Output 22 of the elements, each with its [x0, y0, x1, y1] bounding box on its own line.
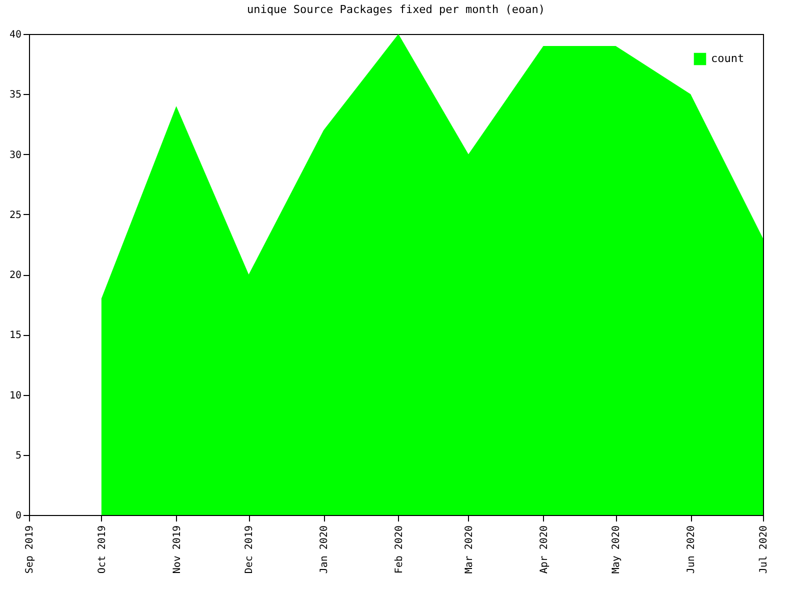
x-tick-label: Feb 2020	[394, 526, 405, 574]
x-tick-label: Nov 2019	[172, 526, 183, 574]
chart-title: unique Source Packages fixed per month (eoan)	[246, 3, 546, 16]
y-tick-label: 25	[9, 210, 22, 221]
x-tick-label: May 2020	[611, 526, 622, 574]
x-tick-label: Mar 2020	[464, 526, 475, 574]
y-tick-label: 5	[15, 450, 22, 462]
x-tick-label: Jun 2020	[686, 526, 698, 574]
x-tick-label: Jul 2020	[758, 526, 770, 574]
x-tick-label: Dec 2019	[244, 526, 256, 574]
y-tick-label: 0	[15, 510, 22, 522]
legend-label: count	[711, 52, 744, 65]
y-tick-label: 30	[9, 150, 22, 161]
y-tick-label: 20	[9, 270, 22, 281]
x-tick-label: Jan 2020	[319, 526, 330, 574]
y-tick-label: 15	[9, 330, 22, 342]
x-tick-label: Apr 2020	[538, 526, 550, 574]
y-tick-label: 35	[9, 90, 22, 101]
y-tick-label: 40	[9, 30, 22, 40]
x-tick-label: Oct 2019	[96, 526, 108, 574]
x-tick-label: Sep 2019	[24, 526, 36, 574]
y-tick-label: 10	[9, 390, 22, 402]
